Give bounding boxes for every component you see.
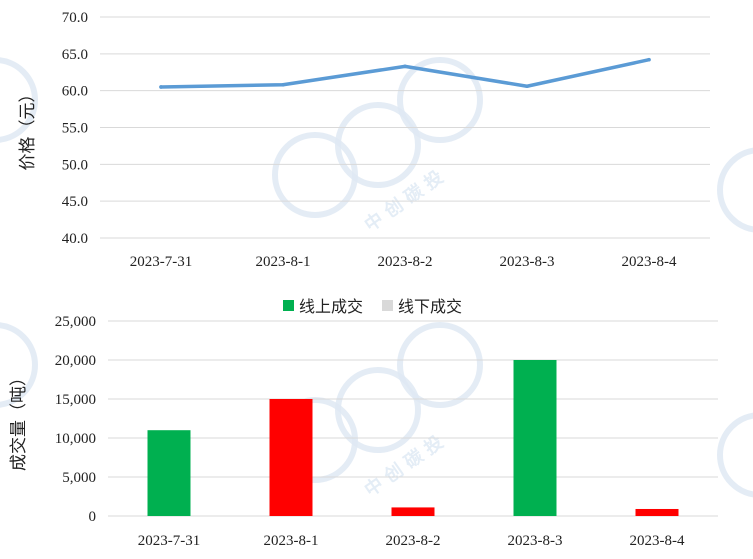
bar-chart-x-ticks: 2023-7-31 2023-8-1 2023-8-2 2023-8-3 2023-8-…: [138, 533, 685, 549]
bar-chart-x-tick-label: 2023-8-1: [264, 533, 319, 549]
bar-chart-legend: 线上成交 线下成交: [283, 297, 462, 316]
line-chart-x-ticks: 2023-7-31 2023-8-1 2023-8-2 2023-8-3 2023-8-…: [130, 254, 677, 270]
price-data-point: [647, 57, 651, 62]
bar-chart-y-tick-label: 15,000: [55, 392, 96, 408]
volume-bar: [391, 507, 435, 516]
bar-chart-y-ticks: 0 5,000 10,000 15,000 20,000 25,000: [55, 314, 96, 525]
legend-swatch-offline: [382, 300, 393, 311]
bar-chart-y-tick-label: 0: [89, 509, 97, 525]
line-chart-y-tick-label: 45.0: [62, 194, 88, 210]
line-chart-gridlines: [100, 16, 710, 239]
volume-bar: [513, 360, 557, 516]
price-data-point: [403, 64, 407, 69]
bar-chart-y-tick-label: 25,000: [55, 314, 96, 330]
price-data-point: [525, 84, 529, 89]
watermark-logo: 中 创 碳 投 中 创 碳 投: [0, 57, 753, 501]
line-chart-x-tick-label: 2023-8-2: [378, 254, 433, 270]
line-chart-x-tick-label: 2023-8-3: [500, 254, 555, 270]
volume-bar-chart: 0 5,000 10,000 15,000 20,000 25,000 2023-7-31…: [9, 297, 718, 549]
line-chart-x-tick-label: 2023-8-4: [622, 254, 677, 270]
line-chart-y-tick-label: 65.0: [62, 47, 88, 63]
line-chart-y-ticks: 40.0 45.0 50.0 55.0 60.0 65.0 70.0: [62, 10, 88, 247]
line-chart-y-tick-label: 60.0: [62, 84, 88, 100]
bar-chart-gridlines: [108, 320, 718, 517]
price-data-point: [281, 82, 285, 87]
bar-chart-y-tick-label: 10,000: [55, 431, 96, 447]
line-chart-y-axis-title: 价格（元）: [18, 86, 38, 171]
legend-label-online: 线上成交: [299, 297, 363, 316]
price-data-point: [159, 85, 163, 89]
bar-chart-x-tick-label: 2023-8-2: [386, 533, 441, 549]
line-chart-x-tick-label: 2023-7-31: [130, 254, 193, 270]
volume-bar: [147, 430, 191, 516]
legend-label-offline: 线下成交: [398, 297, 462, 316]
volume-bar: [635, 508, 679, 516]
bar-chart-x-tick-label: 2023-8-3: [508, 533, 563, 549]
line-chart-y-tick-label: 70.0: [62, 10, 88, 26]
line-chart-y-tick-label: 55.0: [62, 121, 88, 137]
bar-chart-x-tick-label: 2023-8-4: [630, 533, 685, 549]
bar-chart-y-tick-label: 20,000: [55, 353, 96, 369]
bar-chart-bars: [147, 360, 679, 516]
legend-swatch-online: [283, 300, 294, 311]
bar-chart-y-tick-label: 5,000: [62, 470, 96, 486]
line-chart-y-tick-label: 40.0: [62, 231, 88, 247]
bar-chart-y-axis-title: 成交量（吨）: [9, 369, 29, 471]
bar-chart-x-tick-label: 2023-7-31: [138, 533, 201, 549]
line-chart-y-tick-label: 50.0: [62, 157, 88, 173]
line-chart-series: [159, 57, 651, 89]
volume-bar: [269, 399, 313, 516]
price-line-chart: 40.045.050.055.060.065.070.0 2023-7-31 20…: [18, 10, 710, 270]
line-chart-x-tick-label: 2023-8-1: [256, 254, 311, 270]
